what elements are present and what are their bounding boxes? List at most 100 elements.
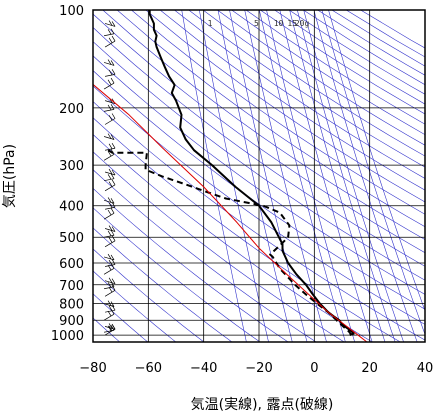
dry-adiabat-line: [93, 169, 317, 342]
wind-barb: [104, 40, 116, 48]
wind-barb-flag: [107, 59, 112, 65]
wind-barb-flag: [110, 134, 115, 140]
wind-barb-flag: [107, 197, 112, 203]
plot-frame: [92, 9, 426, 343]
wind-barb: [104, 206, 116, 210]
x-tick-label: −40: [190, 361, 217, 376]
wind-barb-flag: [108, 325, 113, 332]
wind-barb-flag: [111, 259, 116, 265]
mixing-ratio-label: 5: [254, 19, 259, 28]
wind-barb: [104, 228, 116, 232]
dry-adiabat-line: [93, 227, 233, 342]
wind-barb-flag: [107, 300, 112, 306]
dry-adiabat-line: [174, 10, 425, 179]
mixing-ratio-line: [321, 10, 425, 336]
wind-barb-flag: [107, 282, 112, 288]
mixing-ratio-line: [297, 10, 396, 342]
dry-adiabat-line: [93, 41, 425, 281]
wind-barb-flag: [108, 69, 113, 76]
wind-barb: [104, 10, 105, 11]
wind-barb-flag: [110, 104, 115, 110]
dry-adiabat-line: [93, 117, 401, 342]
wind-barb-flag: [110, 263, 115, 269]
mixing-ratio-line: [229, 10, 308, 342]
wind-barb-flag: [107, 174, 112, 180]
x-tick-label: −60: [135, 361, 162, 376]
dry-adiabat-line: [93, 134, 373, 342]
dry-adiabat-line: [231, 10, 425, 136]
wind-barb: [104, 171, 116, 176]
wind-barb-flag: [111, 323, 116, 330]
x-tick-label: −20: [245, 361, 272, 376]
dry-adiabat-line: [331, 10, 425, 67]
dry-adiabat-line: [93, 270, 176, 342]
x-tick-label: 20: [361, 361, 378, 376]
wind-barb: [103, 178, 115, 182]
wind-barb-flag: [108, 225, 113, 231]
wind-barb: [104, 280, 116, 284]
wind-barb-flag: [108, 286, 113, 293]
wind-barb-flag: [107, 310, 112, 317]
wind-barb-flag: [110, 173, 115, 179]
wind-barb-flag: [111, 235, 116, 241]
dry-adiabat-line: [93, 55, 425, 295]
x-tick-label: −80: [79, 361, 106, 376]
wind-barb: [104, 23, 116, 27]
wind-barb: [104, 309, 116, 313]
dry-adiabat-line: [93, 248, 205, 342]
x-tick-labels: −80 −60 −40 −20 0 20 40: [79, 361, 433, 376]
dry-adiabat-line: [159, 10, 425, 191]
mixing-ratio-line: [303, 10, 404, 342]
wind-barb-flag: [111, 143, 116, 149]
dry-adiabat-line: [93, 151, 345, 342]
dry-adiabat-line: [188, 10, 425, 168]
dry-adiabat-line: [145, 10, 425, 203]
wind-barb-flag: [110, 198, 115, 204]
wind-barb-flag: [107, 325, 112, 332]
wind-barb-flag: [110, 60, 115, 66]
wind-barb-flag: [107, 133, 112, 139]
wind-barb-flag: [108, 1, 111, 6]
mixing-ratio-line: [181, 10, 247, 342]
wind-barb-flag: [111, 113, 116, 119]
wind-barb-flag: [111, 304, 116, 311]
mixing-ratio-line: [313, 10, 418, 342]
mixing-ratio-line: [279, 10, 373, 342]
wind-barb-flag: [110, 230, 115, 236]
wind-barb-flag: [110, 254, 115, 261]
dry-adiabat-line: [93, 293, 148, 342]
x-tick-label: 40: [417, 361, 434, 376]
wind-barb: [103, 33, 115, 37]
wind-barb: [104, 328, 116, 336]
mixing-ratio-line: [199, 10, 269, 342]
dry-adiabat-line: [93, 187, 289, 342]
wind-barb-flag: [111, 69, 116, 75]
y-tick-label: 400: [59, 200, 84, 215]
wind-barbs: [103, 1, 116, 336]
wind-barb-flag: [108, 115, 113, 121]
mixing-ratio-line: [217, 10, 293, 342]
wind-barb: [103, 62, 115, 66]
wind-barb: [104, 100, 116, 104]
wind-barb-flag: [110, 301, 115, 307]
dry-adiabat-line: [260, 10, 425, 115]
mixing-ratio-label: 20g: [295, 19, 310, 28]
y-tick-label: 600: [59, 257, 84, 272]
wind-barb-flag: [110, 281, 115, 287]
dry-adiabat-line: [93, 207, 261, 342]
dry-adiabat-line: [93, 13, 425, 254]
wind-barb: [104, 118, 116, 125]
wind-barb-flag: [108, 202, 113, 209]
wind-barb: [103, 267, 115, 275]
wind-barb-flag: [111, 285, 116, 291]
wind-barb: [104, 74, 116, 77]
mixing-ratio-line: [328, 10, 425, 312]
mixing-ratio-line: [266, 10, 355, 342]
y-tick-label: 800: [59, 298, 84, 313]
dry-adiabat-line: [131, 10, 425, 215]
dry-adiabat-line: [102, 10, 425, 240]
dry-adiabat-line: [217, 10, 425, 146]
wind-barb-flag: [111, 35, 116, 42]
